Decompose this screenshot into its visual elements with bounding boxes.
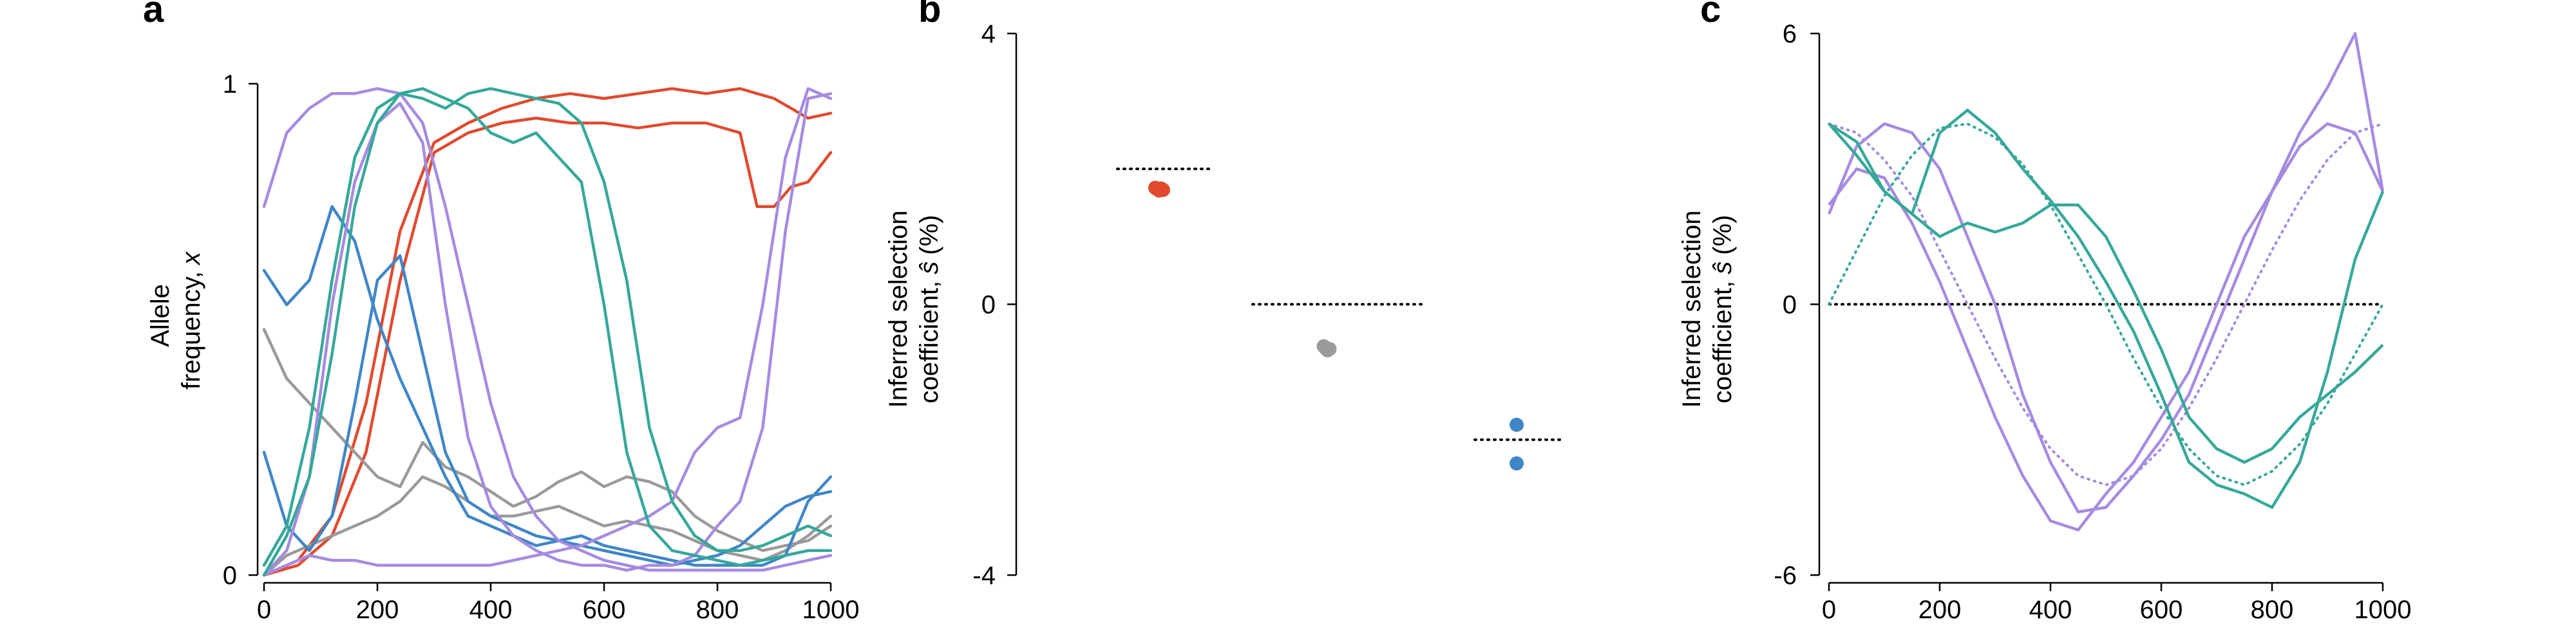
panel-a-x-tick-label: 1000 <box>802 596 860 624</box>
panel-letter-b: b <box>918 0 941 30</box>
panel-a-y-label-var: x <box>177 251 205 266</box>
panel-a-series <box>264 89 831 575</box>
inferred-selection-curve-teal <box>1829 124 2383 462</box>
panel-a-x-tick-label: 400 <box>469 596 513 624</box>
panel-c-y-tick-label: 6 <box>1783 20 1797 48</box>
panel-c-x-tick-label: 800 <box>2251 596 2294 624</box>
panel-c-x-tick-label: 400 <box>2029 596 2072 624</box>
panel-c-x-tick-label: 600 <box>2140 596 2183 624</box>
panel-c-axes: 0 200 400 600 800 1000 -6 0 6 <box>1774 20 2411 624</box>
panel-c-y-label-var: ŝ <box>1709 261 1737 274</box>
panel-b-marks <box>1117 169 1562 470</box>
inferred-selection-point <box>1156 183 1170 197</box>
panel-c-y-label-word: coefficient, <box>1709 281 1737 404</box>
panel-b-y-label: Inferred selection coefficient, ŝ (%) <box>884 211 943 408</box>
panel-c-x-tick-label: 200 <box>1918 596 1962 624</box>
panel-c-y-label-line1: Inferred selection <box>1678 211 1706 408</box>
panel-a-y-label-line1: Allele <box>146 284 175 347</box>
panel-b-y-label-var: ŝ <box>915 261 943 274</box>
panel-b-y-label-word: coefficient, <box>915 281 943 404</box>
panel-a-y-label: Allele frequency, x <box>146 251 205 390</box>
panel-c-y-tick-label: -6 <box>1774 562 1797 590</box>
panel-a-x-tick-label: 800 <box>696 596 739 624</box>
allele-trajectory-gray <box>264 330 831 551</box>
inferred-selection-curve-purple <box>1829 124 2383 512</box>
panel-b-y-tick-label: 4 <box>981 20 996 48</box>
allele-trajectory-purple <box>264 93 831 575</box>
panel-letter-c: c <box>1700 0 1721 30</box>
panel-c-y-label-line2: coefficient, ŝ (%) <box>1709 215 1737 404</box>
panel-a-y-label-word: frequency, <box>177 271 205 390</box>
panel-b-y-tick-label: -4 <box>972 562 996 590</box>
panel-c: c Inferred selection coefficient, ŝ (%) 0 2… <box>1678 0 2411 624</box>
panel-c-y-tick-label: 0 <box>1783 291 1797 319</box>
panel-letter-a: a <box>143 0 164 30</box>
panel-b-y-label-line2: coefficient, ŝ (%) <box>915 215 943 404</box>
panel-a-x-tick-label: 200 <box>356 596 399 624</box>
panel-c-series <box>1829 33 2383 530</box>
inferred-selection-curve-teal <box>1829 110 2383 507</box>
panel-b-y-label-line1: Inferred selection <box>884 211 913 408</box>
panel-a-y-tick-label: 1 <box>223 70 237 99</box>
panel-b-axes: -4 0 4 <box>972 20 1016 590</box>
panel-b-y-label-unit: (%) <box>915 215 943 255</box>
panel-c-x-tick-label: 0 <box>1822 596 1836 624</box>
panel-b: b Inferred selection coefficient, ŝ (%) -4… <box>884 0 1562 590</box>
panel-a-x-tick-label: 600 <box>583 596 626 624</box>
panel-c-y-label: Inferred selection coefficient, ŝ (%) <box>1678 211 1737 408</box>
allele-trajectory-blue <box>264 256 831 565</box>
panel-a-y-tick-label: 0 <box>223 562 237 590</box>
inferred-selection-point <box>1510 457 1524 471</box>
panel-c-y-label-unit: (%) <box>1709 215 1737 255</box>
panel-c-x-tick-label: 1000 <box>2354 596 2412 624</box>
inferred-selection-point <box>1323 342 1337 356</box>
inferred-selection-point <box>1510 418 1524 432</box>
panel-b-y-tick-label: 0 <box>981 291 996 319</box>
panel-a: a Allele frequency, x 0 200 400 600 800 1000 0 1 <box>143 0 859 624</box>
panel-a-x-tick-label: 0 <box>257 596 271 624</box>
panel-a-y-label-line2: frequency, x <box>177 251 205 390</box>
